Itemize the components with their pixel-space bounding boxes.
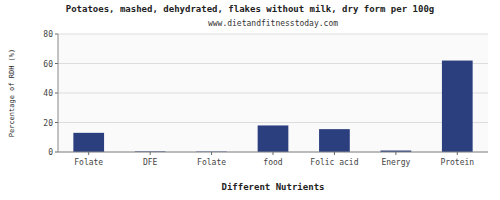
y-tick-label: 80 bbox=[43, 30, 53, 39]
chart-container: 0 20 40 60 80 Folate DFE Folate food Folic acid En… bbox=[0, 0, 500, 200]
x-tick bbox=[457, 152, 458, 155]
x-tick-label: Folic acid bbox=[310, 158, 358, 167]
x-tick bbox=[211, 152, 212, 155]
bar bbox=[319, 129, 350, 152]
x-tick-label: food bbox=[263, 158, 282, 167]
subtitle: www.dietandfitnesstoday.com bbox=[208, 19, 338, 28]
x-tick bbox=[334, 152, 335, 155]
grid-line bbox=[58, 93, 488, 94]
x-tick bbox=[395, 152, 396, 155]
chart: 0 20 40 60 80 Folate DFE Folate food Folic acid En… bbox=[0, 0, 500, 200]
title: Potatoes, mashed, dehydrated, flakes wit… bbox=[66, 4, 434, 14]
bar bbox=[73, 133, 104, 152]
y-tick-label: 20 bbox=[43, 119, 53, 128]
x-tick-label: Folate bbox=[74, 158, 103, 167]
bar bbox=[258, 125, 289, 152]
x-tick-label: Energy bbox=[381, 158, 410, 167]
y-axis-label: Percentage of RDH (%) bbox=[8, 49, 16, 138]
y-tick-label: 60 bbox=[43, 60, 53, 69]
grid-line bbox=[58, 122, 488, 123]
y-tick-label: 40 bbox=[43, 89, 53, 98]
x-tick bbox=[273, 152, 274, 155]
x-tick-label: DFE bbox=[143, 158, 158, 167]
grid-line bbox=[58, 34, 488, 35]
y-tick-label: 0 bbox=[48, 148, 53, 157]
grid-line bbox=[58, 63, 488, 64]
x-tick bbox=[88, 152, 89, 155]
bars bbox=[73, 61, 472, 152]
plot-area bbox=[58, 34, 488, 152]
x-tick-label: Protein bbox=[440, 158, 474, 167]
x-tick bbox=[150, 152, 151, 155]
x-tick-label: Folate bbox=[197, 158, 226, 167]
x-axis-label: Different Nutrients bbox=[222, 182, 325, 192]
y-axis bbox=[58, 34, 59, 152]
bar bbox=[442, 61, 473, 152]
